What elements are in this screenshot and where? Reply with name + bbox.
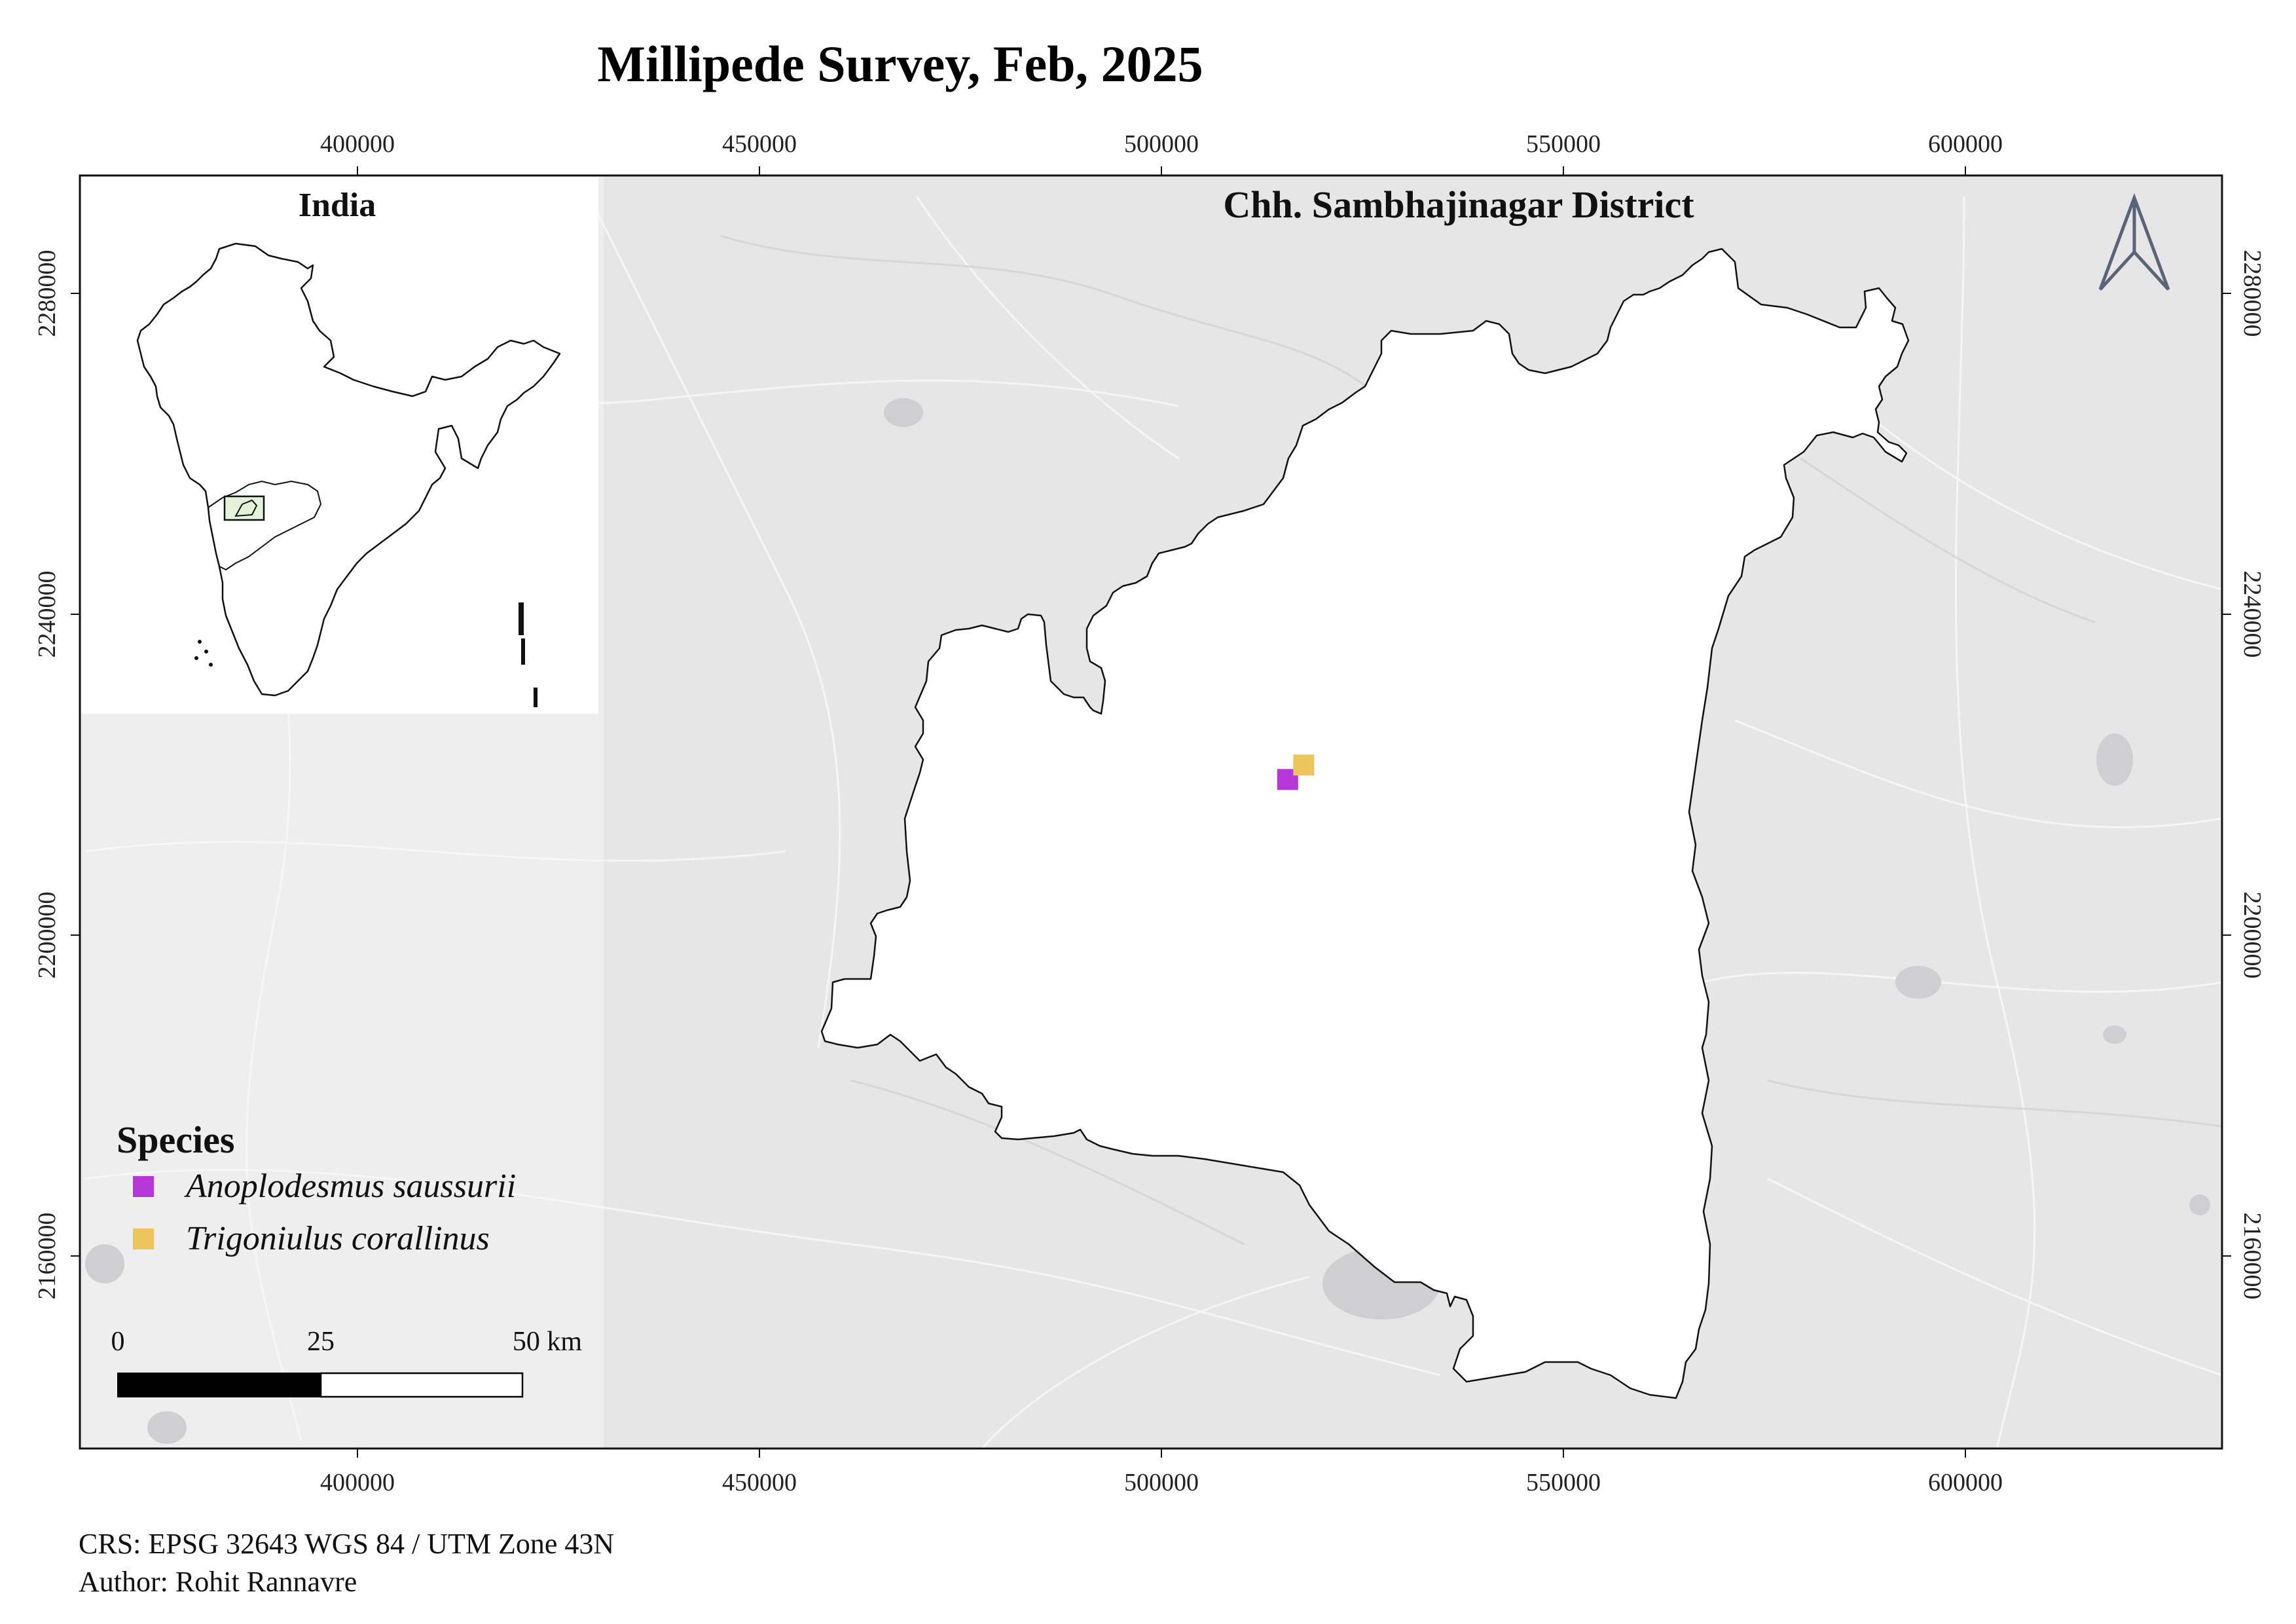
author-note: Author: Rohit Rannavre [79, 1566, 357, 1598]
y-tick-label-right: 2200000 [2238, 892, 2266, 979]
x-tick-label-bottom: 600000 [1928, 1469, 2003, 1496]
y-tick-label-right: 2240000 [2238, 571, 2266, 658]
x-tick-label-bottom: 400000 [320, 1469, 395, 1496]
scale-label-50: 50 km [513, 1327, 583, 1357]
legend-title: Species [117, 1118, 234, 1161]
scale-bar: 0 25 50 km [111, 1327, 583, 1398]
x-tick-label-bottom: 550000 [1526, 1469, 1601, 1496]
legend: Species Anoplodesmus saussurii Trigoniul… [117, 1118, 516, 1257]
district-boundary [820, 248, 1910, 1399]
survey-points [1277, 754, 1315, 790]
inset-map: India [81, 177, 598, 714]
x-tick-label-top: 500000 [1124, 130, 1199, 158]
survey-point-trigoniulus [1293, 754, 1315, 776]
scale-label-0: 0 [111, 1327, 125, 1357]
x-tick-label-top: 600000 [1928, 130, 2003, 158]
district-title: Chh. Sambhajinagar District [1223, 183, 1694, 226]
india-outline [136, 242, 561, 697]
scale-label-25: 25 [307, 1327, 335, 1357]
x-tick-label-bottom: 500000 [1124, 1469, 1199, 1496]
map-title: Millipede Survey, Feb, 2025 [597, 35, 1203, 92]
legend-label-trigoniulus: Trigoniulus corallinus [186, 1220, 490, 1257]
y-tick-label-right: 2280000 [2238, 250, 2266, 337]
inset-title: India [299, 187, 376, 224]
y-tick-label-left: 2160000 [33, 1213, 61, 1300]
y-tick-label-left: 2280000 [33, 250, 61, 337]
x-tick-label-top: 450000 [722, 130, 797, 158]
x-tick-label-bottom: 450000 [722, 1469, 797, 1496]
legend-swatch-trigoniulus [133, 1228, 154, 1249]
legend-label-anoplodesmus: Anoplodesmus saussurii [184, 1168, 516, 1205]
map-frame [79, 174, 2223, 1450]
x-tick-label-top: 400000 [320, 130, 395, 158]
y-tick-label-right: 2160000 [2238, 1213, 2266, 1300]
axis-ticks: 400000 400000 450000 450000 500000 500000 5500… [33, 130, 2266, 1496]
crs-note: CRS: EPSG 32643 WGS 84 / UTM Zone 43N [79, 1528, 614, 1560]
x-tick-label-top: 550000 [1526, 130, 1601, 158]
north-arrow-icon [2098, 193, 2170, 291]
y-tick-label-left: 2200000 [33, 892, 61, 979]
y-tick-label-left: 2240000 [33, 571, 61, 658]
legend-swatch-anoplodesmus [133, 1176, 154, 1197]
